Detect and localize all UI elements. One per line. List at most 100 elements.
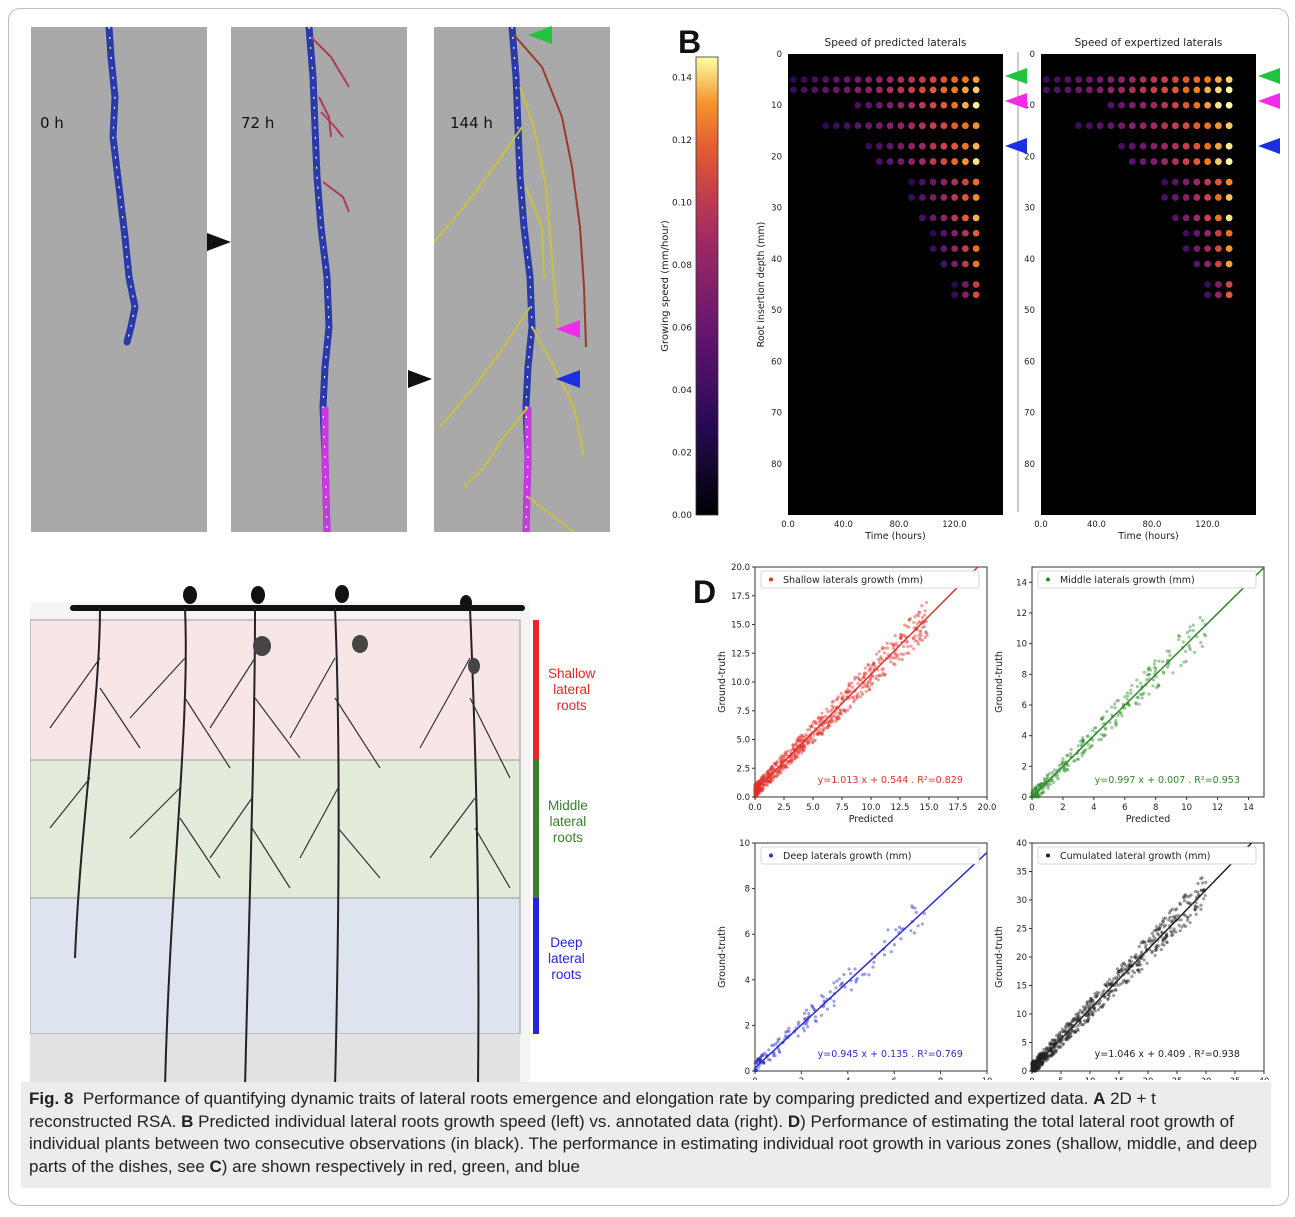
scatter-point xyxy=(1065,767,1069,772)
scatter-point xyxy=(1167,649,1172,654)
y-tick-label: 6 xyxy=(745,930,750,940)
scatter-point xyxy=(893,651,897,655)
scatter-point xyxy=(1032,1068,1036,1073)
scatter-point xyxy=(759,778,763,782)
scatter-point xyxy=(855,976,859,981)
scatter-point xyxy=(1030,1069,1034,1073)
heatmap-ytick-label: 50 xyxy=(771,306,782,316)
scatter-point xyxy=(1092,1007,1096,1011)
scatter-point xyxy=(864,689,868,694)
heatmap-dot xyxy=(875,142,883,150)
scatter-point xyxy=(758,1058,762,1062)
scatter-point xyxy=(766,770,770,774)
x-tick-label: 17.5 xyxy=(949,803,968,813)
scatter-point xyxy=(1032,1060,1036,1064)
heatmap-dot xyxy=(800,76,808,84)
scatter-point xyxy=(1064,1038,1068,1042)
scatter-point xyxy=(778,770,782,774)
scatter-point xyxy=(1120,965,1124,970)
scatter-point xyxy=(772,775,776,780)
scatter-point xyxy=(1147,666,1151,670)
scatter-point xyxy=(806,742,810,746)
legend-box xyxy=(760,846,980,865)
scatter-point xyxy=(1037,794,1041,798)
scatter-point xyxy=(856,675,860,680)
scatter-point xyxy=(1082,1008,1086,1012)
scatter-point xyxy=(1056,1036,1061,1041)
scatter-point xyxy=(1082,749,1087,754)
heatmap-dot xyxy=(1225,291,1233,299)
scatter-point xyxy=(1048,1054,1052,1058)
heatmap-dot xyxy=(822,122,830,130)
scatter-point xyxy=(1154,928,1159,932)
scatter-point xyxy=(1196,892,1201,897)
heatmap-xtick-label: 120.0 xyxy=(942,520,966,530)
scatter-point xyxy=(1187,645,1192,650)
scatter-point xyxy=(756,788,761,793)
scatter-point xyxy=(801,747,805,751)
scatter-point xyxy=(1198,616,1202,620)
scatter-point xyxy=(872,662,876,666)
scatter-point xyxy=(899,635,903,639)
scatter-point xyxy=(871,965,875,969)
scatter-point xyxy=(1044,1056,1048,1061)
heatmap-dot xyxy=(1171,122,1179,130)
heatmap-dot xyxy=(1064,86,1072,94)
scatter-point xyxy=(762,773,766,778)
scatter-point xyxy=(1177,638,1181,642)
scatter-point xyxy=(821,995,825,999)
scatter-point xyxy=(1036,1065,1040,1069)
scatter-point xyxy=(1051,1050,1055,1054)
scatter-point xyxy=(1033,787,1037,791)
plot-frame xyxy=(1031,842,1265,1072)
scatter-point xyxy=(1034,1067,1038,1071)
scatter-point xyxy=(1045,1046,1049,1050)
scatter-point xyxy=(761,775,766,779)
caption-fig-label: Fig. 8 xyxy=(29,1089,74,1108)
scatter-point xyxy=(1036,795,1040,799)
scatter-point xyxy=(1047,1046,1051,1050)
scatter-point xyxy=(1030,1064,1034,1068)
scatter-point xyxy=(1030,789,1034,793)
scatter-point xyxy=(1133,956,1137,960)
scatter-point xyxy=(889,642,893,646)
heatmap-dot xyxy=(1225,158,1233,165)
scatter-point xyxy=(1068,1032,1072,1036)
scatter-point xyxy=(1054,1038,1058,1043)
scatter-point xyxy=(839,712,843,716)
scatter-point xyxy=(861,675,865,680)
heatmap-dot xyxy=(886,122,894,130)
scatter-point xyxy=(819,993,824,998)
plot-frame xyxy=(754,566,988,798)
scatter-point xyxy=(754,784,758,789)
scatter-point xyxy=(786,759,790,763)
fit-equation: y=1.046 x + 0.409 . R²=0.938 xyxy=(1095,1049,1240,1060)
scatter-point xyxy=(1044,1047,1049,1051)
x-tick-label: 10.0 xyxy=(862,803,881,813)
scatter-point xyxy=(753,791,757,795)
scatter-point xyxy=(905,651,909,655)
heatmap-dot xyxy=(886,158,894,165)
heatmap-dot xyxy=(897,101,905,109)
scatter-point xyxy=(755,791,759,795)
scatter-point xyxy=(1054,1033,1059,1038)
scatter-point xyxy=(850,681,854,685)
heatmap-dot xyxy=(961,122,969,130)
scatter-point xyxy=(858,695,863,699)
heatmap-dot xyxy=(865,122,873,130)
scatter-point xyxy=(813,719,817,723)
scatter-point xyxy=(1061,757,1065,761)
scatter-point xyxy=(771,766,775,770)
scatter-point xyxy=(1106,997,1110,1001)
scatter-point xyxy=(1105,984,1109,988)
x-tick-label: 10 xyxy=(1181,803,1192,813)
scatter-point xyxy=(793,754,797,759)
heatmap-dot xyxy=(1171,142,1179,150)
heatmap-dot xyxy=(951,245,959,253)
heatmap-ytick-label: 70 xyxy=(771,409,782,419)
heatmap-dot xyxy=(929,245,937,253)
scatter-point xyxy=(785,761,789,765)
scatter-point xyxy=(1081,736,1085,740)
scatter-point xyxy=(778,757,782,761)
scatter-point xyxy=(1090,743,1094,748)
